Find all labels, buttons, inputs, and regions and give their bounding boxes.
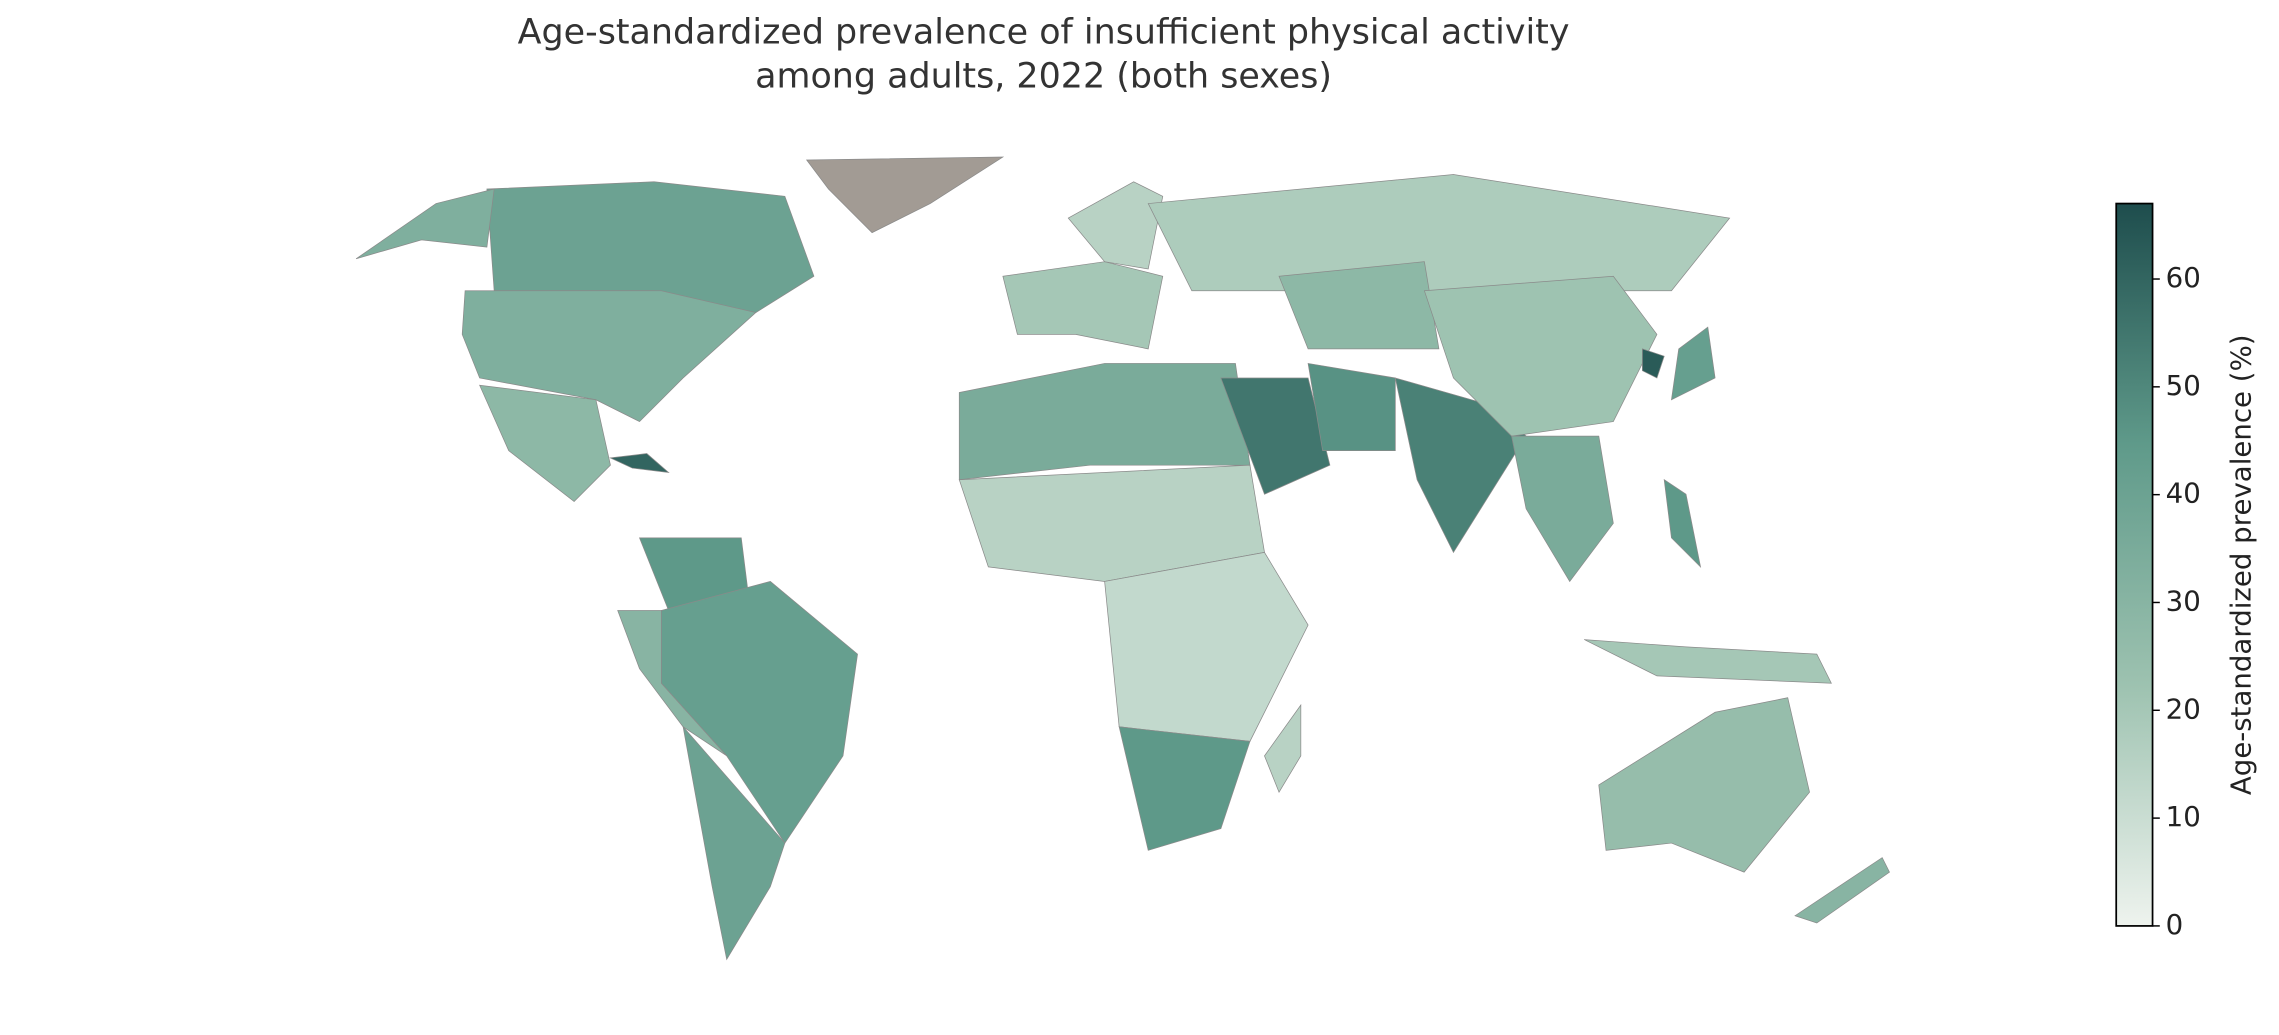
country — [1794, 857, 1890, 924]
country — [1067, 181, 1164, 270]
country — [660, 581, 858, 844]
country — [1264, 703, 1302, 794]
colorbar-tick-label: 60 — [2166, 261, 2201, 294]
colorbar-tick-label: 0 — [2166, 908, 2184, 941]
country — [1642, 348, 1665, 379]
colorbar-tick-label: 30 — [2166, 584, 2201, 617]
colorbar: 0 10 20 30 40 50 60 Age-standardized prevalence… — [2115, 202, 2258, 941]
country — [1671, 326, 1716, 401]
country — [461, 290, 757, 423]
country — [609, 453, 670, 473]
colorbar-tick-label: 10 — [2166, 800, 2201, 833]
country — [682, 725, 786, 961]
colorbar-tick-label: 40 — [2166, 477, 2201, 510]
map-title: Age-standardized prevalence of insuffici… — [518, 13, 1570, 53]
country — [1511, 435, 1614, 583]
country — [1118, 726, 1251, 851]
colorbar-tick-label: 50 — [2166, 369, 2201, 402]
country — [1663, 478, 1702, 569]
map-title: among adults, 2022 (both sexes) — [755, 56, 1332, 96]
country — [1220, 377, 1331, 495]
country — [1147, 174, 1731, 292]
colorbar-fill — [2115, 202, 2154, 927]
country — [1584, 639, 1832, 684]
regions — [355, 156, 1890, 961]
colorbar-tick-label: 20 — [2166, 692, 2201, 725]
country — [958, 363, 1251, 481]
country — [617, 610, 727, 757]
country — [1278, 261, 1440, 350]
country — [1423, 275, 1658, 437]
country — [805, 156, 1005, 234]
country — [1104, 551, 1309, 742]
country — [1307, 362, 1396, 452]
country — [479, 384, 611, 502]
country — [1002, 261, 1164, 350]
colorbar-label: Age-standardized prevalence (%) — [2225, 334, 2258, 795]
country — [355, 188, 495, 260]
country — [1598, 697, 1810, 873]
